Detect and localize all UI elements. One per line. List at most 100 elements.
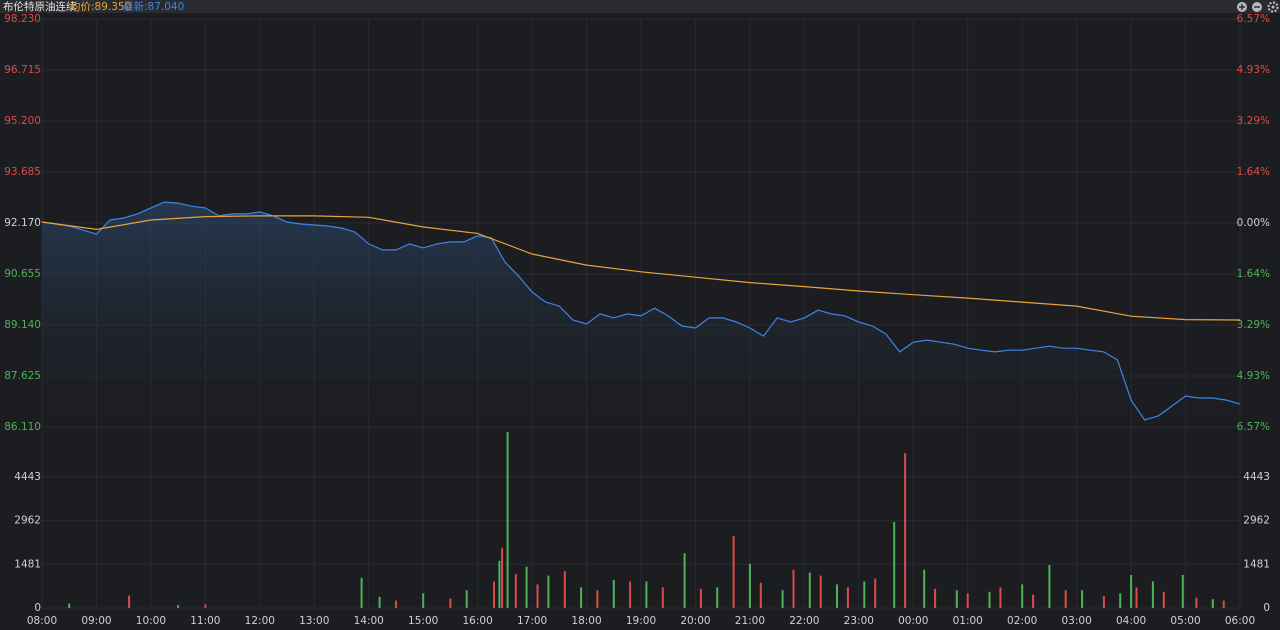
x-tick-label: 06:00	[1225, 615, 1255, 627]
volume-bar	[781, 590, 784, 608]
volume-bar	[68, 603, 71, 608]
volume-bar	[1021, 584, 1024, 608]
price-area	[42, 202, 1240, 427]
x-tick-label: 04:00	[1116, 615, 1146, 627]
volume-bar	[732, 536, 735, 608]
volume-bar	[893, 521, 896, 608]
settings-button[interactable]	[1267, 1, 1279, 13]
y2-tick-label: 1.64%	[1237, 166, 1270, 178]
volume-bar	[759, 582, 762, 608]
volume-bar	[128, 595, 131, 608]
x-tick-label: 02:00	[1007, 615, 1037, 627]
top-bar	[0, 0, 1280, 13]
x-tick-label: 21:00	[735, 615, 765, 627]
volume-bar	[699, 588, 702, 608]
volume-bar	[596, 590, 599, 608]
volume-bar	[547, 575, 550, 608]
volume-bar	[498, 560, 501, 608]
y-tick-label: 87.625	[4, 370, 41, 382]
x-tick-label: 08:00	[27, 615, 57, 627]
instrument-title: 布伦特原油连续	[3, 0, 77, 13]
volume-bar	[465, 590, 468, 608]
volume-bar	[1135, 587, 1138, 608]
volume-bar	[1222, 600, 1225, 608]
average-price: 均价:89.350	[70, 1, 131, 13]
volume-bar	[1162, 591, 1165, 608]
y2-tick-label: 3.29%	[1237, 115, 1270, 127]
volume-bar	[1181, 575, 1184, 608]
zoom-out-button[interactable]	[1252, 2, 1262, 12]
y2-tick-label: 6.57%	[1237, 13, 1270, 25]
volume-bar	[792, 569, 795, 608]
volume-bar	[934, 588, 937, 608]
y-tick-label: 86.110	[4, 421, 41, 433]
volume-bar	[863, 581, 866, 608]
volume-tick-label-right: 2962	[1243, 515, 1270, 527]
volume-bar	[514, 574, 517, 608]
volume-bar	[1032, 594, 1035, 608]
volume-bar	[536, 584, 539, 608]
y2-tick-label: 0.00%	[1237, 217, 1270, 229]
volume-tick-label-right: 1481	[1243, 558, 1270, 570]
volume-bar	[629, 581, 632, 608]
x-tick-label: 23:00	[844, 615, 874, 627]
x-tick-label: 11:00	[190, 615, 220, 627]
volume-bar	[204, 604, 207, 608]
volume-bar	[378, 596, 381, 608]
volume-tick-label-right: 0	[1263, 602, 1270, 614]
y2-tick-label: 1.64%	[1237, 268, 1270, 280]
volume-bar	[988, 591, 991, 608]
volume-tick-label: 2962	[14, 515, 41, 527]
x-tick-label: 15:00	[408, 615, 438, 627]
volume-bar	[493, 581, 495, 608]
volume-bar	[1151, 581, 1154, 608]
x-tick-label: 13:00	[299, 615, 329, 627]
volume-bar	[1119, 593, 1122, 608]
volume-bar	[506, 432, 509, 608]
volume-bar	[395, 600, 397, 608]
x-tick-label: 05:00	[1170, 615, 1200, 627]
y-tick-label: 96.715	[4, 64, 41, 76]
x-tick-label: 19:00	[626, 615, 656, 627]
x-tick-label: 20:00	[680, 615, 710, 627]
volume-bar	[563, 571, 566, 608]
zoom-in-button[interactable]	[1237, 2, 1247, 12]
volume-bar	[874, 578, 877, 608]
volume-bar	[683, 553, 686, 608]
volume-tick-label: 0	[34, 602, 41, 614]
x-tick-label: 22:00	[789, 615, 819, 627]
volume-bar	[612, 580, 615, 608]
volume-bar	[716, 587, 719, 608]
volume-bar	[955, 590, 958, 608]
volume-bar	[1048, 565, 1051, 608]
volume-bar	[1081, 590, 1084, 608]
volume-bar	[904, 453, 907, 608]
x-tick-label: 18:00	[571, 615, 601, 627]
x-tick-label: 00:00	[898, 615, 928, 627]
x-tick-label: 03:00	[1062, 615, 1092, 627]
y-tick-label: 93.685	[4, 166, 41, 178]
y2-tick-label: 3.29%	[1237, 319, 1270, 331]
y2-tick-label: 4.93%	[1237, 370, 1270, 382]
x-tick-label: 09:00	[81, 615, 111, 627]
volume-bar	[966, 593, 969, 608]
volume-bar	[661, 587, 664, 608]
x-tick-label: 17:00	[517, 615, 547, 627]
volume-bar	[846, 587, 849, 608]
latest-price: 最新:87.040	[123, 0, 184, 13]
x-tick-label: 12:00	[245, 615, 275, 627]
x-tick-label: 01:00	[953, 615, 983, 627]
y-tick-label: 95.200	[4, 115, 41, 127]
volume-bar	[525, 566, 528, 608]
average-line	[41, 215, 1241, 321]
y-tick-label: 92.170	[4, 217, 41, 229]
volume-bar	[580, 587, 583, 608]
volume-bar	[808, 572, 811, 608]
volume-bar	[1195, 597, 1198, 608]
x-tick-label: 10:00	[136, 615, 166, 627]
volume-bar	[1102, 596, 1105, 608]
volume-bar	[422, 593, 425, 608]
volume-bar	[819, 575, 822, 608]
